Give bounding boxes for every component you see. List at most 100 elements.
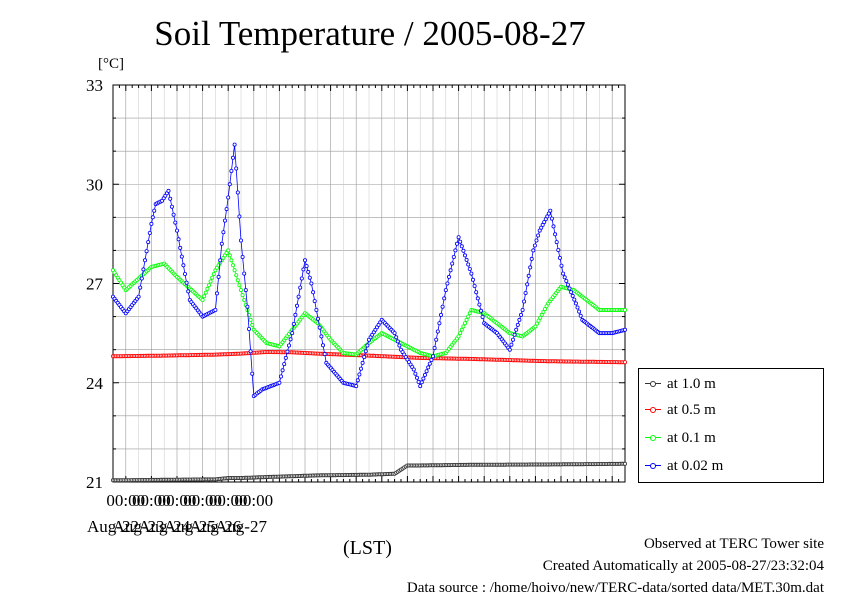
data-point xyxy=(168,196,173,201)
data-point xyxy=(543,307,548,312)
data-point xyxy=(314,307,319,312)
data-point xyxy=(226,248,231,253)
data-point xyxy=(224,207,229,212)
data-point xyxy=(470,277,475,282)
data-point xyxy=(446,274,451,279)
data-point xyxy=(520,307,525,312)
data-point xyxy=(419,380,424,385)
data-point xyxy=(152,208,157,213)
data-point xyxy=(461,248,466,253)
data-point xyxy=(229,168,234,173)
x-tick-label-time: 00:00 xyxy=(158,491,197,510)
data-point xyxy=(434,337,439,342)
data-point xyxy=(230,263,235,268)
y-tick-label: 21 xyxy=(86,473,103,492)
data-point xyxy=(578,313,583,318)
data-point xyxy=(541,309,546,314)
data-point xyxy=(445,281,450,286)
data-point xyxy=(302,258,307,263)
data-point xyxy=(556,247,561,252)
data-point xyxy=(362,355,367,360)
data-point xyxy=(315,316,320,321)
data-point xyxy=(290,331,295,336)
data-point xyxy=(567,286,572,291)
data-point xyxy=(531,248,536,253)
data-point xyxy=(229,258,234,263)
data-point xyxy=(438,312,443,317)
data-point xyxy=(466,314,471,319)
data-point xyxy=(230,155,235,160)
data-point xyxy=(548,208,553,213)
data-point xyxy=(136,294,141,299)
data-point xyxy=(141,267,146,272)
footer-created: Created Automatically at 2005-08-27/23:3… xyxy=(542,558,824,574)
data-point xyxy=(542,220,547,225)
legend-item-002m: at 0.02 m xyxy=(645,456,723,476)
x-tick-label-time: 00:00 xyxy=(106,491,145,510)
data-point xyxy=(181,263,186,268)
data-point xyxy=(139,276,144,281)
data-point xyxy=(549,216,554,221)
data-point xyxy=(472,283,477,288)
data-point xyxy=(149,221,154,226)
x-tick-label-day: Aug-26 xyxy=(189,517,241,536)
data-point xyxy=(510,337,515,342)
data-point xyxy=(208,279,213,284)
data-point xyxy=(142,258,147,263)
legend-swatch xyxy=(645,380,661,388)
data-point xyxy=(147,230,152,235)
data-point xyxy=(301,267,306,272)
data-point xyxy=(311,290,316,295)
data-point xyxy=(424,369,429,374)
data-point xyxy=(176,237,181,242)
data-point xyxy=(182,271,187,276)
data-point xyxy=(565,282,570,287)
data-point xyxy=(536,233,541,238)
data-point xyxy=(237,283,242,288)
chart-title: Soil Temperature / 2005-08-27 xyxy=(154,14,586,53)
data-point xyxy=(453,248,458,253)
data-point xyxy=(572,297,577,302)
data-point xyxy=(144,249,149,254)
x-tick-label-day: Aug-22 xyxy=(87,517,139,536)
data-point xyxy=(234,273,239,278)
data-point xyxy=(411,367,416,372)
data-point xyxy=(432,345,437,350)
data-point xyxy=(544,304,549,309)
data-point xyxy=(363,349,368,354)
data-point xyxy=(138,285,143,290)
x-tick-label-day: Aug-25 xyxy=(164,517,216,536)
data-point xyxy=(577,309,582,314)
data-point xyxy=(478,308,483,313)
data-point xyxy=(394,335,399,340)
y-tick-label: 33 xyxy=(86,76,103,95)
data-point xyxy=(458,331,463,336)
data-point xyxy=(539,312,544,317)
data-point xyxy=(218,258,223,263)
data-point xyxy=(553,232,558,237)
data-point xyxy=(242,271,247,276)
data-point xyxy=(205,286,210,291)
data-point xyxy=(235,278,240,283)
data-point xyxy=(237,214,242,219)
data-point xyxy=(288,337,293,342)
data-point xyxy=(623,327,628,332)
data-point xyxy=(320,343,325,348)
data-point xyxy=(235,190,240,195)
data-point xyxy=(232,268,237,273)
y-tick-labels: 33 30 27 24 21 xyxy=(86,76,104,492)
data-point xyxy=(280,368,285,373)
data-point xyxy=(462,253,467,258)
data-point xyxy=(166,188,171,193)
legend-swatch xyxy=(645,462,661,470)
data-point xyxy=(459,327,464,332)
data-point xyxy=(294,303,299,308)
data-point xyxy=(561,271,566,276)
data-point xyxy=(171,212,176,217)
data-point xyxy=(277,380,282,385)
legend-swatch xyxy=(645,406,661,414)
data-point xyxy=(459,244,464,249)
data-point xyxy=(554,240,559,245)
x-axis-label: (LST) xyxy=(343,537,392,559)
